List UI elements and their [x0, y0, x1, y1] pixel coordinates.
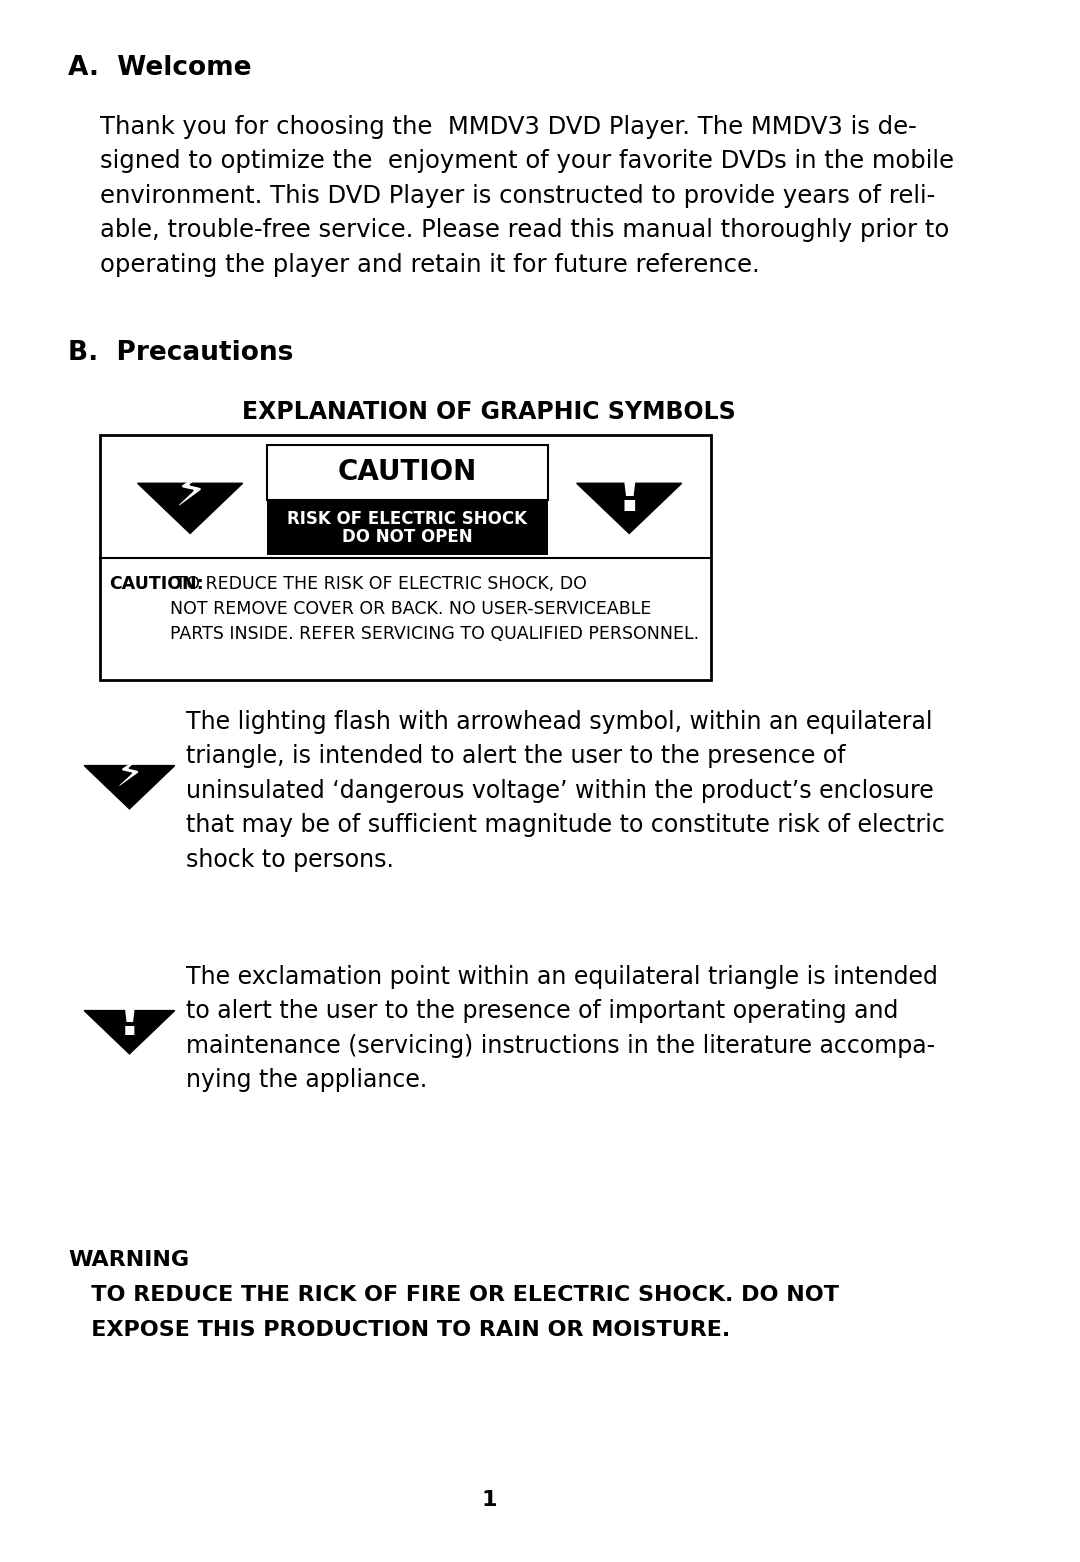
Polygon shape	[84, 765, 175, 809]
Text: TO REDUCE THE RICK OF FIRE OR ELECTRIC SHOCK. DO NOT: TO REDUCE THE RICK OF FIRE OR ELECTRIC S…	[68, 1286, 839, 1304]
Text: A.  Welcome: A. Welcome	[68, 55, 252, 81]
Text: EXPLANATION OF GRAPHIC SYMBOLS: EXPLANATION OF GRAPHIC SYMBOLS	[242, 400, 735, 423]
Text: The exclamation point within an equilateral triangle is intended
to alert the us: The exclamation point within an equilate…	[186, 965, 937, 1092]
Text: WARNING: WARNING	[68, 1250, 189, 1270]
Polygon shape	[577, 483, 681, 534]
FancyBboxPatch shape	[267, 500, 548, 555]
Text: The lighting flash with arrowhead symbol, within an equilateral
triangle, is int: The lighting flash with arrowhead symbol…	[186, 711, 945, 872]
Polygon shape	[84, 1011, 175, 1054]
Text: B.  Precautions: B. Precautions	[68, 341, 294, 366]
Polygon shape	[137, 483, 243, 534]
Text: !: !	[118, 995, 141, 1045]
Text: DO NOT OPEN: DO NOT OPEN	[342, 528, 473, 547]
Text: !: !	[616, 465, 643, 525]
Text: EXPOSE THIS PRODUCTION TO RAIN OR MOISTURE.: EXPOSE THIS PRODUCTION TO RAIN OR MOISTU…	[68, 1320, 730, 1340]
Text: ⚡: ⚡	[116, 754, 144, 795]
Text: 1: 1	[481, 1490, 497, 1510]
Text: ⚡: ⚡	[174, 472, 206, 517]
FancyBboxPatch shape	[267, 445, 548, 500]
Text: Thank you for choosing the  MMDV3 DVD Player. The MMDV3 is de-
signed to optimiz: Thank you for choosing the MMDV3 DVD Pla…	[99, 116, 954, 276]
Text: TO REDUCE THE RISK OF ELECTRIC SHOCK, DO
NOT REMOVE COVER OR BACK. NO USER-SERVI: TO REDUCE THE RISK OF ELECTRIC SHOCK, DO…	[171, 575, 700, 644]
Text: CAUTION:: CAUTION:	[109, 575, 203, 594]
FancyBboxPatch shape	[99, 434, 711, 679]
Text: RISK OF ELECTRIC SHOCK: RISK OF ELECTRIC SHOCK	[287, 511, 527, 528]
Text: CAUTION: CAUTION	[338, 459, 477, 486]
